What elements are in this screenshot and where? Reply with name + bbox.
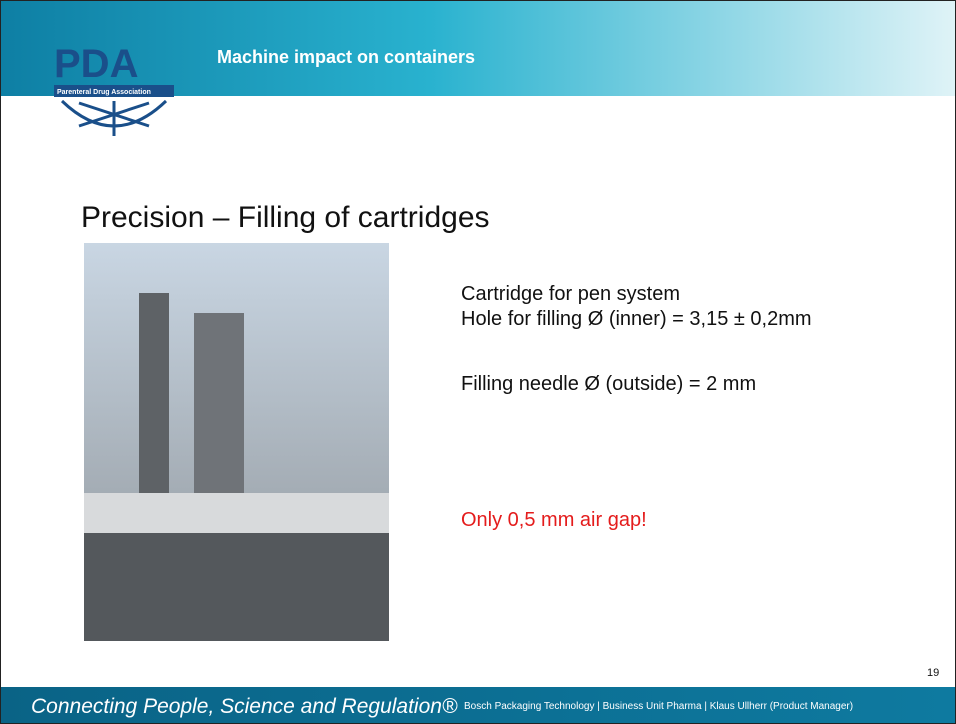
text-line: Cartridge for pen system [461, 283, 680, 305]
highlight: Only 0,5 mm air gap! [461, 509, 647, 531]
logo-subtitle: Parenteral Drug Association [57, 89, 151, 96]
header-title: Machine impact on containers [217, 47, 476, 67]
text-line: Hole for filling Ø (inner) = 3,15 ± 0,2m… [461, 308, 812, 330]
text-line: Filling needle Ø (outside) = 2 mm [461, 373, 757, 395]
logo-globe [60, 99, 168, 136]
footer: Connecting People, Science and Regulatio… [1, 687, 955, 723]
logo-text: PDA [54, 42, 138, 86]
credit: Bosch Packaging Technology | Business Un… [464, 701, 854, 712]
header-band [1, 1, 955, 96]
machine-photo [84, 243, 389, 641]
page-number: 19 [927, 667, 940, 679]
pda-logo: PDA Parenteral Drug Association [54, 42, 174, 136]
logo-bar [54, 85, 174, 97]
heading: Precision – Filling of cartridges [81, 201, 490, 234]
tagline: Connecting People, Science and Regulatio… [31, 695, 458, 718]
